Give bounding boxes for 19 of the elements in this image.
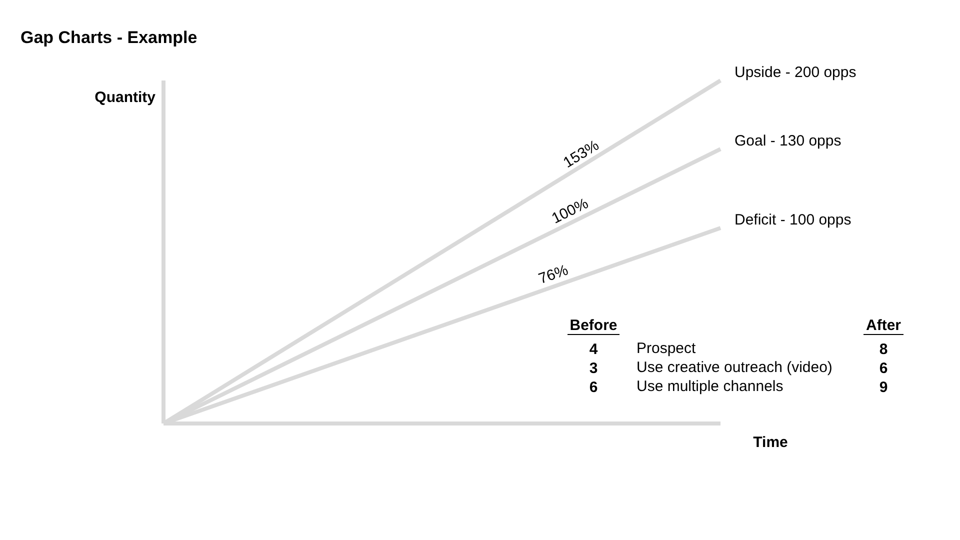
- annotation: 3: [589, 360, 598, 377]
- annotation: 6: [879, 360, 888, 377]
- annotation: 76%: [536, 262, 570, 288]
- x-axis-title: Time: [753, 434, 788, 451]
- series-label: Goal - 130 opps: [734, 132, 842, 150]
- annotation: 100%: [549, 195, 592, 228]
- annotation: 4: [589, 341, 598, 358]
- chart-title: Gap Charts - Example: [20, 28, 198, 47]
- annotation: Use multiple channels: [636, 378, 784, 395]
- annotation: 6: [589, 379, 598, 396]
- annotation: 9: [879, 379, 888, 396]
- annotation: Before: [570, 317, 618, 334]
- annotation: After: [866, 317, 902, 334]
- series-label: Deficit - 100 opps: [734, 211, 852, 228]
- annotation: 8: [879, 341, 888, 358]
- y-axis-title: Quantity: [94, 89, 156, 106]
- annotation: Use creative outreach (video): [636, 359, 832, 376]
- series-label: Upside - 200 opps: [734, 64, 856, 81]
- annotation: Prospect: [636, 340, 697, 357]
